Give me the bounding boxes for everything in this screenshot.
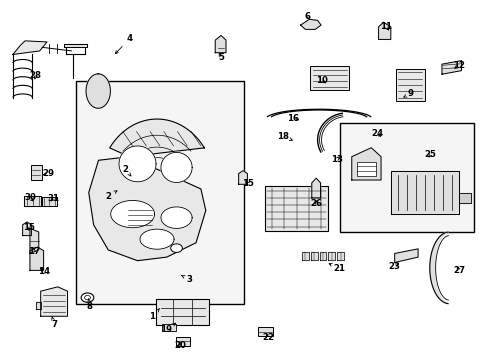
Polygon shape <box>319 252 326 260</box>
Text: 16: 16 <box>286 114 299 123</box>
Text: 17: 17 <box>28 247 40 256</box>
Text: 19: 19 <box>160 323 175 334</box>
Polygon shape <box>13 41 47 54</box>
Text: 15: 15 <box>23 223 35 232</box>
Polygon shape <box>30 228 39 253</box>
Text: 9: 9 <box>403 89 412 98</box>
Text: 31: 31 <box>47 194 59 203</box>
Polygon shape <box>161 152 192 183</box>
Text: 26: 26 <box>310 199 322 208</box>
Polygon shape <box>36 302 41 309</box>
Text: 8: 8 <box>87 299 93 311</box>
Circle shape <box>81 293 94 302</box>
Bar <box>258 327 272 336</box>
Polygon shape <box>41 287 67 316</box>
Polygon shape <box>429 232 447 303</box>
Text: 10: 10 <box>315 76 327 85</box>
Text: 27: 27 <box>452 266 464 275</box>
Text: 20: 20 <box>174 341 186 350</box>
Circle shape <box>170 244 182 252</box>
Polygon shape <box>351 148 380 180</box>
Text: 4: 4 <box>115 34 133 54</box>
Text: 6: 6 <box>304 12 310 21</box>
Text: 21: 21 <box>328 264 345 274</box>
Text: 23: 23 <box>388 262 400 271</box>
Polygon shape <box>119 146 156 182</box>
Text: 22: 22 <box>262 333 273 342</box>
Text: 3: 3 <box>181 275 192 284</box>
Polygon shape <box>458 193 470 203</box>
Text: 13: 13 <box>330 155 343 164</box>
Polygon shape <box>390 171 458 214</box>
Polygon shape <box>238 171 247 184</box>
Polygon shape <box>378 22 390 40</box>
Text: 24: 24 <box>370 129 383 138</box>
Bar <box>156 300 209 325</box>
Polygon shape <box>215 36 225 53</box>
Bar <box>76 81 244 304</box>
Text: 18: 18 <box>276 132 292 141</box>
Text: 30: 30 <box>24 193 36 202</box>
Bar <box>310 66 348 90</box>
Polygon shape <box>161 207 192 228</box>
Polygon shape <box>300 19 321 30</box>
Polygon shape <box>24 196 41 206</box>
Text: 14: 14 <box>39 267 51 276</box>
Polygon shape <box>86 74 110 108</box>
Bar <box>161 324 176 330</box>
Circle shape <box>84 296 90 300</box>
Polygon shape <box>394 249 417 262</box>
Polygon shape <box>89 119 205 261</box>
Text: 12: 12 <box>452 61 464 70</box>
Text: 7: 7 <box>51 317 57 329</box>
Bar <box>31 165 41 180</box>
Bar <box>395 69 424 101</box>
Polygon shape <box>64 44 86 47</box>
Bar <box>176 337 189 346</box>
Bar <box>356 162 375 176</box>
Text: 11: 11 <box>379 22 391 31</box>
Polygon shape <box>140 229 174 249</box>
Text: 2: 2 <box>122 165 131 176</box>
Polygon shape <box>302 252 308 260</box>
Text: 5: 5 <box>218 53 224 62</box>
Text: 1: 1 <box>148 309 159 321</box>
Text: 29: 29 <box>42 169 54 178</box>
Text: 25: 25 <box>424 150 436 159</box>
Text: 15: 15 <box>242 179 254 188</box>
Polygon shape <box>336 252 343 260</box>
Polygon shape <box>110 201 154 228</box>
Text: 28: 28 <box>30 71 41 80</box>
Polygon shape <box>328 252 334 260</box>
Text: 2: 2 <box>105 191 117 201</box>
Polygon shape <box>311 178 320 198</box>
Polygon shape <box>310 252 317 260</box>
Polygon shape <box>441 60 461 74</box>
Bar <box>339 123 473 232</box>
Polygon shape <box>30 247 43 270</box>
Bar <box>264 186 328 231</box>
Polygon shape <box>22 222 31 235</box>
Polygon shape <box>42 197 57 206</box>
